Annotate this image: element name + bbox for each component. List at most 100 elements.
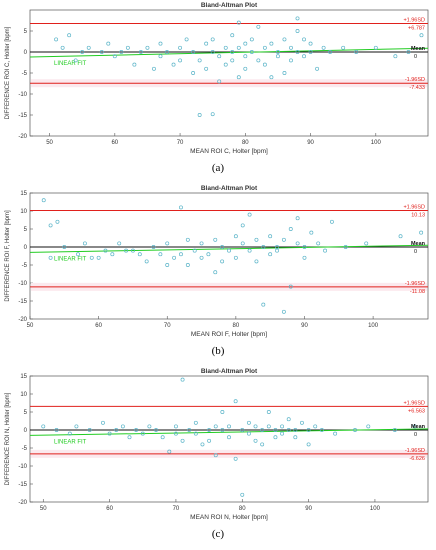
data-point: [406, 50, 411, 54]
data-point: [302, 255, 307, 260]
data-point: [295, 216, 300, 221]
data-point: [266, 424, 271, 429]
lower-limit-value: -6.626: [409, 456, 425, 462]
data-point: [269, 41, 274, 46]
data-point: [260, 428, 265, 432]
data-point: [256, 58, 261, 63]
data-point: [286, 428, 291, 432]
data-point: [173, 431, 178, 436]
data-point: [112, 54, 117, 59]
data-point: [48, 223, 53, 228]
data-point: [243, 66, 248, 71]
y-tick-label: 10: [20, 392, 27, 398]
data-point: [60, 45, 65, 50]
data-point: [233, 456, 238, 461]
x-tick-label: 90: [307, 140, 314, 146]
data-point: [207, 428, 212, 432]
x-tick-label: 50: [40, 506, 47, 512]
mean-label: Mean: [411, 424, 426, 430]
x-tick-label: 100: [370, 506, 381, 512]
data-point: [217, 54, 222, 59]
y-axis-label: DIFFERENCE ROI F, Holter [bpm]: [5, 210, 11, 302]
data-point: [197, 113, 202, 117]
data-point: [230, 33, 235, 38]
data-point: [293, 435, 298, 440]
data-point: [343, 245, 348, 249]
data-point: [114, 428, 119, 432]
data-point: [62, 245, 67, 249]
data-point: [321, 45, 326, 50]
upper-limit-label: +1.96SD: [403, 17, 425, 23]
plot-area: [29, 9, 429, 137]
chart-title: Bland-Altman Plot: [201, 185, 258, 192]
data-point: [106, 41, 111, 46]
data-point: [249, 37, 254, 42]
data-point: [302, 54, 306, 59]
data-point: [281, 309, 286, 314]
lower-limit-label: -1.96SD: [405, 448, 425, 454]
data-point: [213, 453, 218, 458]
plot-area: [29, 192, 429, 320]
x-tick-label: 70: [177, 140, 184, 146]
data-point: [288, 284, 293, 289]
data-point: [253, 438, 258, 443]
data-point: [316, 241, 321, 246]
data-point: [240, 241, 245, 246]
data-point: [103, 248, 108, 253]
data-point: [165, 50, 169, 54]
data-point: [341, 45, 346, 50]
data-point: [193, 431, 198, 436]
data-point: [55, 219, 60, 224]
data-point: [398, 234, 403, 239]
data-point: [220, 410, 225, 414]
x-tick-label: 80: [239, 506, 246, 512]
linear-fit-label: LINEAR FIT: [54, 61, 87, 67]
data-point: [184, 37, 189, 42]
data-point: [308, 41, 313, 46]
data-point: [261, 245, 266, 249]
data-point: [289, 45, 293, 50]
x-tick-label: 60: [106, 506, 113, 512]
lower-limit-label: -1.96SD: [405, 77, 425, 83]
data-point: [213, 424, 218, 429]
chart-title: Bland-Altman Plot: [201, 368, 258, 375]
y-tick-label: 0: [24, 428, 28, 434]
data-point: [154, 428, 158, 432]
data-point: [165, 241, 170, 246]
data-point: [73, 58, 78, 63]
data-point: [178, 45, 183, 50]
data-point: [134, 428, 139, 432]
x-tick-label: 90: [305, 506, 312, 512]
data-point: [223, 62, 228, 67]
data-point: [233, 399, 238, 404]
linear-fit-line: [29, 47, 429, 58]
data-point: [247, 248, 252, 253]
data-point: [210, 37, 215, 42]
data-point: [151, 245, 156, 249]
data-point: [268, 234, 273, 239]
y-axis-label: DIFFERENCE ROI C, Holter [bpm]: [5, 26, 11, 119]
data-point: [286, 417, 291, 422]
data-point: [354, 50, 359, 54]
data-point: [204, 41, 209, 46]
mean-label: Mean: [411, 241, 426, 247]
data-point: [179, 252, 183, 257]
data-point: [197, 58, 202, 63]
y-tick-label: -10: [18, 464, 27, 470]
data-point: [191, 50, 196, 54]
data-point: [254, 259, 259, 264]
data-point: [67, 431, 72, 436]
linear-fit-label: LINEAR FIT: [54, 256, 87, 262]
x-tick-label: 50: [46, 140, 53, 146]
data-point: [127, 435, 132, 440]
data-point: [144, 259, 149, 264]
data-point: [178, 58, 183, 63]
data-point: [138, 50, 143, 54]
data-point: [240, 223, 245, 228]
data-point: [110, 252, 115, 257]
data-point: [261, 302, 266, 307]
data-point: [147, 424, 152, 429]
data-point: [86, 45, 91, 50]
